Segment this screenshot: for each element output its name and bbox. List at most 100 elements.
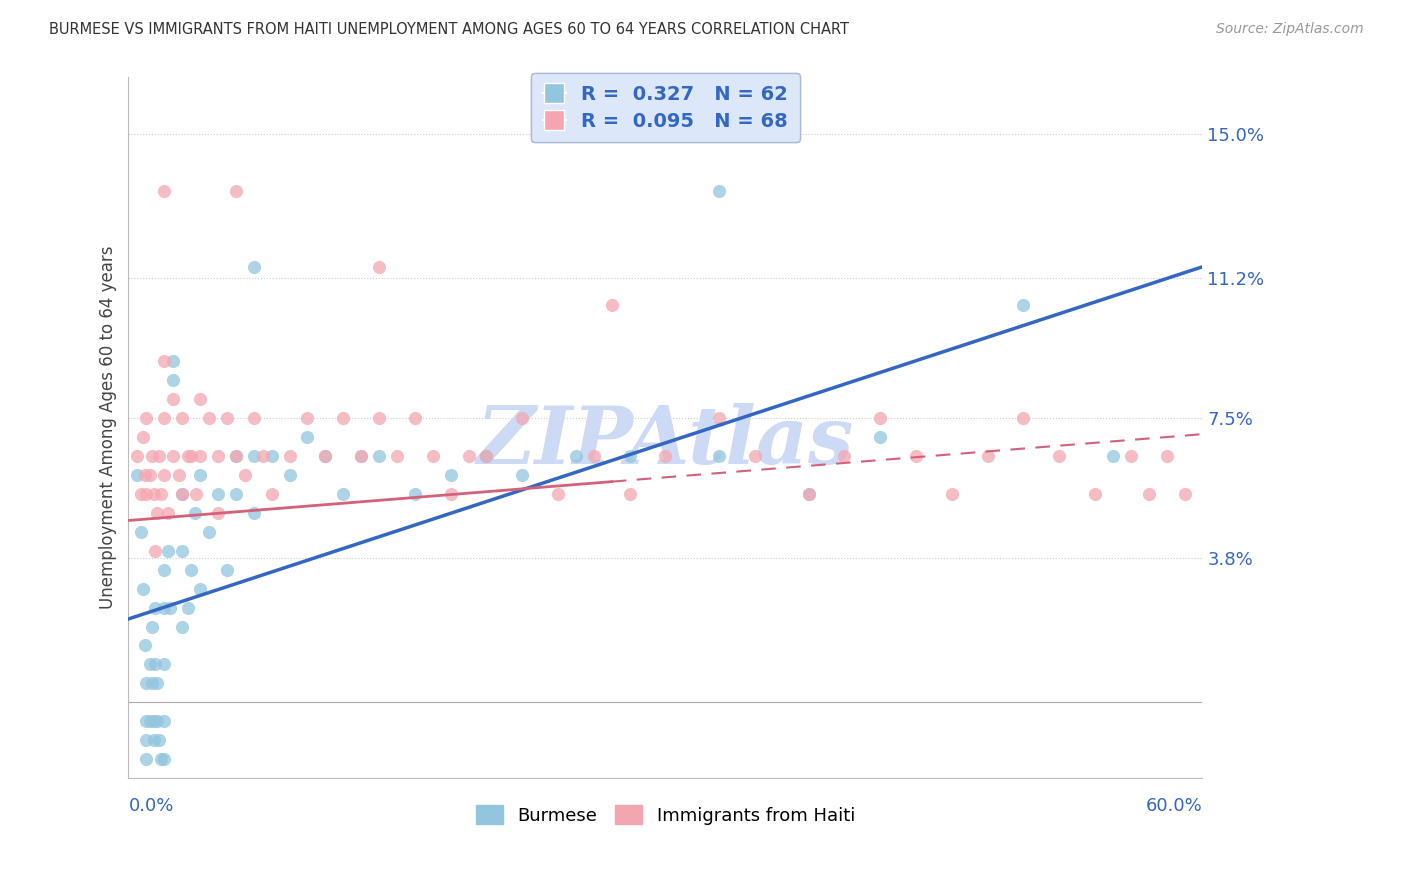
Point (162, 373, 184, 387)
Point (976, 449, 998, 463)
Point (159, 600, 181, 615)
Point (134, 639, 156, 653)
Point (709, 449, 731, 463)
Point (135, 714, 157, 729)
Point (148, 449, 170, 463)
Point (225, 184, 247, 198)
Point (207, 487, 229, 501)
Point (156, 506, 179, 520)
Point (134, 468, 156, 483)
Point (242, 506, 264, 520)
Point (141, 676, 163, 690)
Point (350, 449, 373, 463)
Point (440, 468, 463, 483)
Point (297, 430, 319, 444)
Y-axis label: Unemployment Among Ages 60 to 64 years: Unemployment Among Ages 60 to 64 years (100, 246, 117, 609)
Point (139, 714, 162, 729)
Point (132, 430, 155, 444)
Point (215, 411, 238, 425)
Point (142, 487, 165, 501)
Point (172, 619, 194, 633)
Point (941, 487, 963, 501)
Point (654, 449, 676, 463)
Point (188, 468, 211, 483)
Point (797, 487, 820, 501)
Point (297, 411, 319, 425)
Point (582, 449, 605, 463)
Point (135, 752, 157, 766)
Point (146, 714, 169, 729)
Point (172, 411, 194, 425)
Point (153, 411, 176, 425)
Point (510, 411, 533, 425)
Point (368, 260, 391, 274)
Text: BURMESE VS IMMIGRANTS FROM HAITI UNEMPLOYMENT AMONG AGES 60 TO 64 YEARS CORRELAT: BURMESE VS IMMIGRANTS FROM HAITI UNEMPLO… (49, 22, 849, 37)
Point (142, 714, 165, 729)
Point (129, 487, 152, 501)
Point (141, 619, 163, 633)
Point (252, 449, 274, 463)
Point (141, 449, 163, 463)
Point (834, 449, 856, 463)
Point (188, 392, 211, 407)
Point (869, 411, 891, 425)
Point (260, 449, 283, 463)
Point (440, 487, 463, 501)
Point (183, 506, 205, 520)
Point (188, 582, 211, 596)
Point (153, 657, 176, 672)
Point (332, 411, 354, 425)
Point (149, 487, 172, 501)
Point (278, 468, 301, 483)
Point (475, 449, 498, 463)
Point (404, 411, 426, 425)
Point (153, 468, 176, 483)
Point (143, 657, 166, 672)
Point (135, 733, 157, 747)
Point (143, 543, 166, 558)
Text: 0.0%: 0.0% (128, 797, 174, 815)
Point (153, 184, 176, 198)
Point (153, 714, 176, 729)
Point (225, 449, 247, 463)
Point (797, 487, 820, 501)
Point (619, 449, 641, 463)
Point (153, 600, 176, 615)
Point (207, 506, 229, 520)
Point (709, 184, 731, 198)
Point (135, 411, 157, 425)
Point (510, 468, 533, 483)
Point (260, 487, 283, 501)
Point (242, 449, 264, 463)
Legend: R =  0.327   N = 62, R =  0.095   N = 68: R = 0.327 N = 62, R = 0.095 N = 68 (531, 73, 800, 142)
Point (176, 600, 198, 615)
Point (127, 449, 149, 463)
Point (180, 563, 202, 577)
Point (385, 449, 408, 463)
Point (1102, 449, 1125, 463)
Point (186, 487, 208, 501)
Point (278, 449, 301, 463)
Point (162, 392, 184, 407)
Point (368, 449, 391, 463)
Point (156, 543, 179, 558)
Point (172, 487, 194, 501)
Point (153, 354, 176, 368)
Point (565, 449, 588, 463)
Point (314, 449, 336, 463)
Point (1156, 449, 1178, 463)
Point (198, 524, 221, 539)
Point (1084, 487, 1107, 501)
Point (225, 449, 247, 463)
Point (135, 487, 157, 501)
Text: 60.0%: 60.0% (1146, 797, 1202, 815)
Point (153, 563, 176, 577)
Point (1137, 487, 1160, 501)
Point (139, 657, 162, 672)
Point (172, 543, 194, 558)
Point (233, 468, 256, 483)
Point (1174, 487, 1197, 501)
Point (457, 449, 479, 463)
Point (475, 449, 498, 463)
Point (225, 487, 247, 501)
